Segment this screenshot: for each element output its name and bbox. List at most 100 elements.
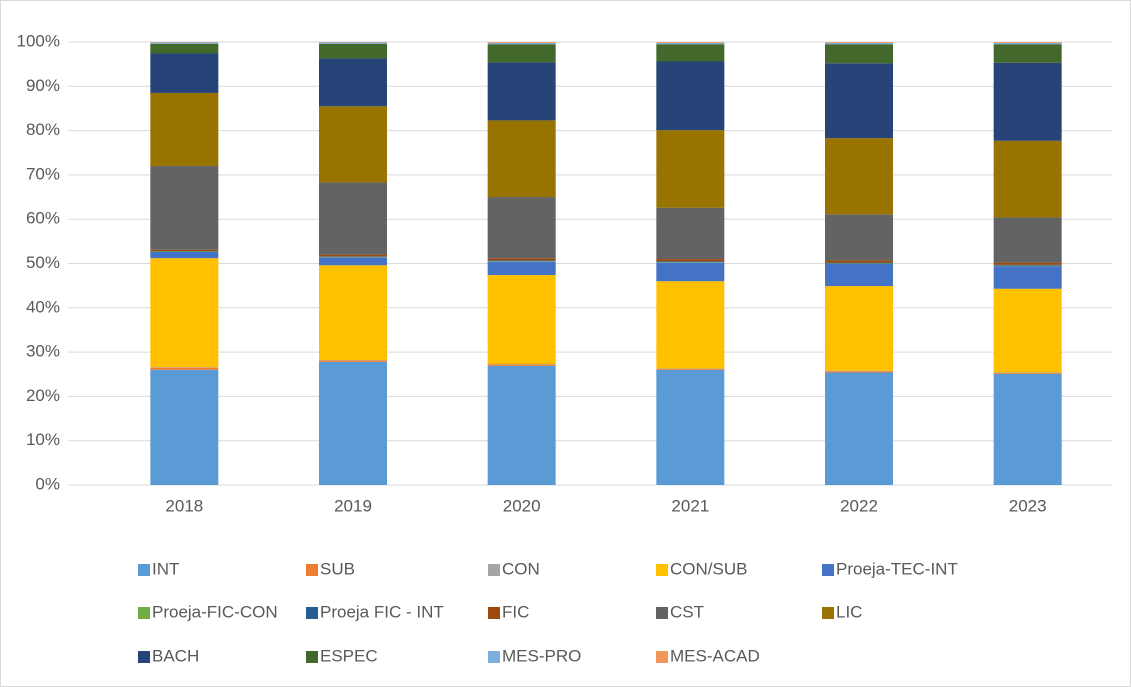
bar-segment	[656, 262, 725, 282]
bar-segment	[487, 62, 556, 121]
bar-segment	[487, 197, 556, 259]
legend-label: BACH	[152, 646, 199, 665]
bar-segment	[487, 260, 556, 262]
legend-swatch	[656, 651, 668, 663]
bar-segment	[825, 42, 893, 45]
bar-segment	[487, 42, 556, 43]
bar-segment	[656, 42, 725, 45]
bar-segment	[825, 262, 893, 264]
y-tick-label: 30%	[26, 342, 60, 361]
bar-segment	[656, 369, 725, 485]
legend-swatch	[138, 564, 150, 576]
bar-segment	[656, 130, 725, 208]
bar-segment	[993, 44, 1062, 63]
x-tick-label: 2020	[503, 496, 541, 515]
legend-swatch	[656, 564, 668, 576]
bar-segment	[656, 44, 725, 62]
y-tick-label: 40%	[26, 297, 60, 316]
bar-segment	[993, 372, 1062, 374]
legend-label: INT	[152, 559, 179, 578]
bar-segment	[487, 261, 556, 276]
bar-segment	[319, 360, 387, 362]
bar-segment	[319, 254, 387, 257]
bar-segment	[150, 42, 219, 44]
bar-segment	[993, 262, 1062, 265]
bar-segment	[825, 263, 893, 287]
y-tick-label: 100%	[17, 31, 60, 50]
bar-segment	[993, 62, 1062, 141]
bar-segment	[487, 42, 556, 45]
legend-label: CON/SUB	[670, 559, 747, 578]
legend-label: SUB	[320, 559, 355, 578]
bar-segment	[150, 258, 219, 368]
bar-segment	[319, 106, 387, 183]
legend-swatch	[822, 564, 834, 576]
bar-segment	[656, 368, 725, 370]
bar-segment	[319, 43, 387, 59]
bar-segment	[993, 42, 1062, 45]
bar-segment	[993, 217, 1062, 263]
legend-swatch	[488, 607, 500, 619]
bar-segment	[825, 42, 893, 43]
legend-label: CST	[670, 602, 704, 621]
bar-segment	[656, 259, 725, 262]
bar-segment	[825, 371, 893, 373]
bar-segment	[487, 275, 556, 365]
bar-segment	[656, 207, 725, 260]
bar-segment	[150, 249, 219, 252]
bar-segment	[150, 53, 219, 93]
y-tick-label: 90%	[26, 76, 60, 95]
legend-label: CON	[502, 559, 540, 578]
y-tick-label: 20%	[26, 386, 60, 405]
bar-segment	[150, 369, 219, 485]
bar-segment	[825, 260, 893, 263]
bar-segment	[993, 373, 1062, 485]
legend-swatch	[488, 651, 500, 663]
legend-label: Proeja-TEC-INT	[836, 559, 958, 578]
bar-segment	[825, 44, 893, 64]
bar-segment	[319, 257, 387, 266]
x-tick-label: 2018	[165, 496, 203, 515]
bar-segment	[487, 365, 556, 485]
y-tick-label: 0%	[35, 474, 60, 493]
bar-segment	[487, 364, 556, 366]
bar-segment	[487, 120, 556, 198]
y-tick-label: 60%	[26, 209, 60, 228]
bar-segment	[993, 266, 1062, 289]
x-tick-label: 2021	[671, 496, 709, 515]
bar-segment	[656, 261, 725, 263]
legend-swatch	[306, 564, 318, 576]
bar-segment	[319, 361, 387, 485]
legend-swatch	[656, 607, 668, 619]
bar-segment	[319, 42, 387, 44]
legend-label: ESPEC	[320, 646, 378, 665]
legend-swatch	[138, 607, 150, 619]
legend-swatch	[488, 564, 500, 576]
bar-segment	[487, 44, 556, 63]
bar-segment	[993, 140, 1062, 218]
bar-segment	[656, 42, 725, 43]
x-tick-label: 2019	[334, 496, 372, 515]
x-tick-label: 2022	[840, 496, 878, 515]
bar-segment	[150, 43, 219, 54]
legend-label: MES-ACAD	[670, 646, 760, 665]
bar-segment	[993, 264, 1062, 266]
bar-segment	[319, 265, 387, 361]
bar-segment	[825, 286, 893, 371]
legend-swatch	[306, 607, 318, 619]
bar-segment	[825, 372, 893, 485]
y-tick-label: 10%	[26, 430, 60, 449]
legend-label: Proeja FIC - INT	[320, 602, 444, 621]
legend-label: Proeja-FIC-CON	[152, 602, 278, 621]
y-tick-label: 70%	[26, 164, 60, 183]
y-tick-label: 50%	[26, 253, 60, 272]
bar-segment	[319, 58, 387, 107]
bar-segment	[825, 214, 893, 261]
bar-segment	[993, 288, 1062, 373]
bar-segment	[993, 42, 1062, 43]
bar-segment	[825, 138, 893, 215]
bar-segment	[150, 251, 219, 259]
legend-label: LIC	[836, 602, 862, 621]
bar-segment	[150, 367, 219, 370]
legend-label: FIC	[502, 602, 529, 621]
